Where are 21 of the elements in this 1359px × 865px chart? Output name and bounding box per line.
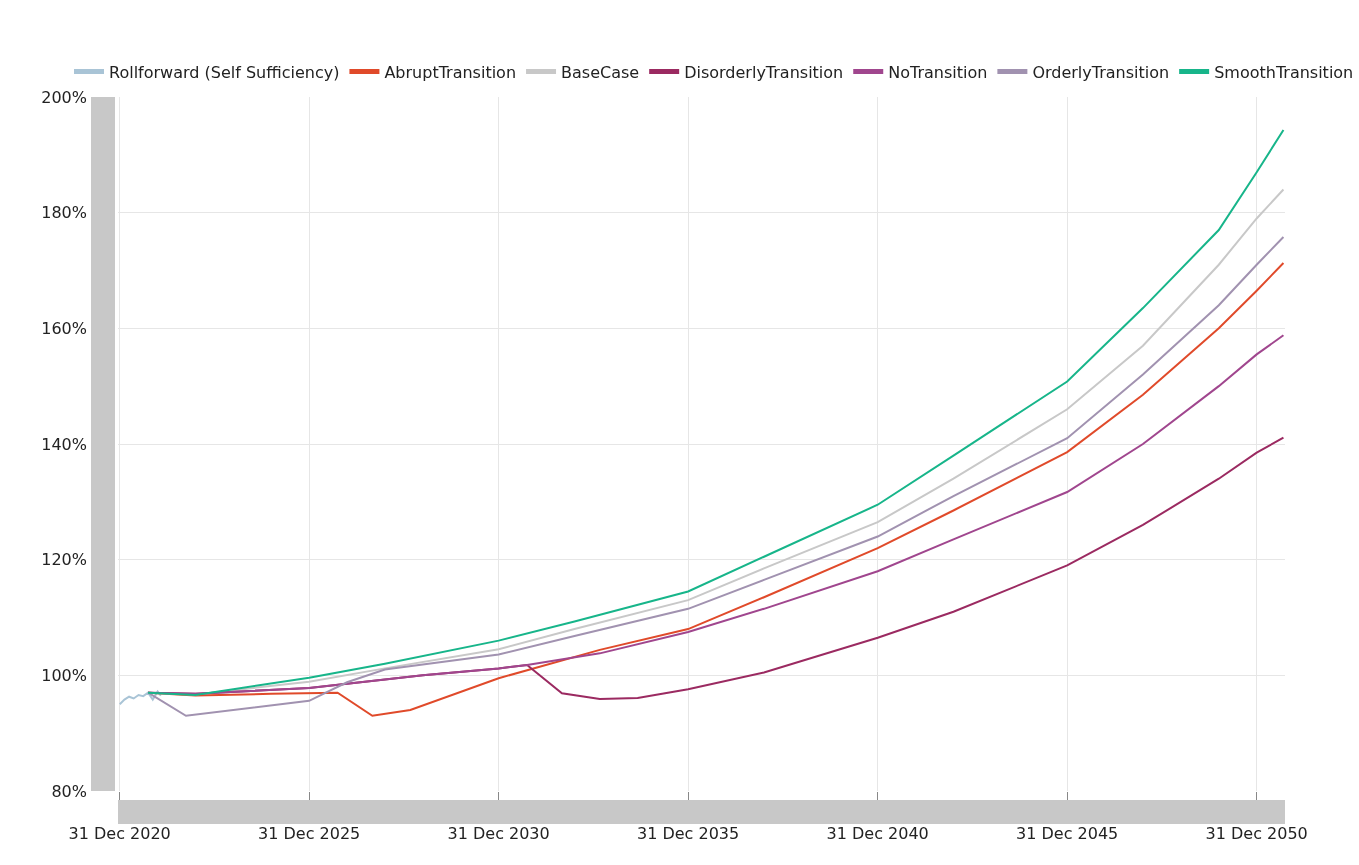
y-tick-label: 120% xyxy=(41,550,87,570)
legend-label: Rollforward (Self Sufficiency) xyxy=(109,62,340,82)
x-tick-label: 31 Dec 2020 xyxy=(68,824,171,844)
x-tick-label: 31 Dec 2025 xyxy=(258,824,361,844)
y-tick-label: 200% xyxy=(41,87,87,107)
x-tick-label: 31 Dec 2035 xyxy=(637,824,740,844)
y-tick-label: 180% xyxy=(41,203,87,223)
legend-label: OrderlyTransition xyxy=(1032,62,1170,82)
legend-label: SmoothTransition xyxy=(1214,62,1354,82)
x-tick-label: 31 Dec 2050 xyxy=(1205,824,1308,844)
legend-label: DisorderlyTransition xyxy=(684,62,844,82)
y-tick-label: 160% xyxy=(41,318,87,338)
x-tick-label: 31 Dec 2045 xyxy=(1016,824,1119,844)
legend-label: NoTransition xyxy=(888,62,988,82)
x-tick-label: 31 Dec 2030 xyxy=(447,824,550,844)
legend-label: BaseCase xyxy=(561,62,640,82)
legend-label: AbruptTransition xyxy=(384,62,517,82)
x-tick-label: 31 Dec 2040 xyxy=(826,824,929,844)
y-tick-label: 140% xyxy=(41,434,87,454)
y-tick-label: 100% xyxy=(41,665,87,685)
y-tick-label: 80% xyxy=(51,781,87,801)
